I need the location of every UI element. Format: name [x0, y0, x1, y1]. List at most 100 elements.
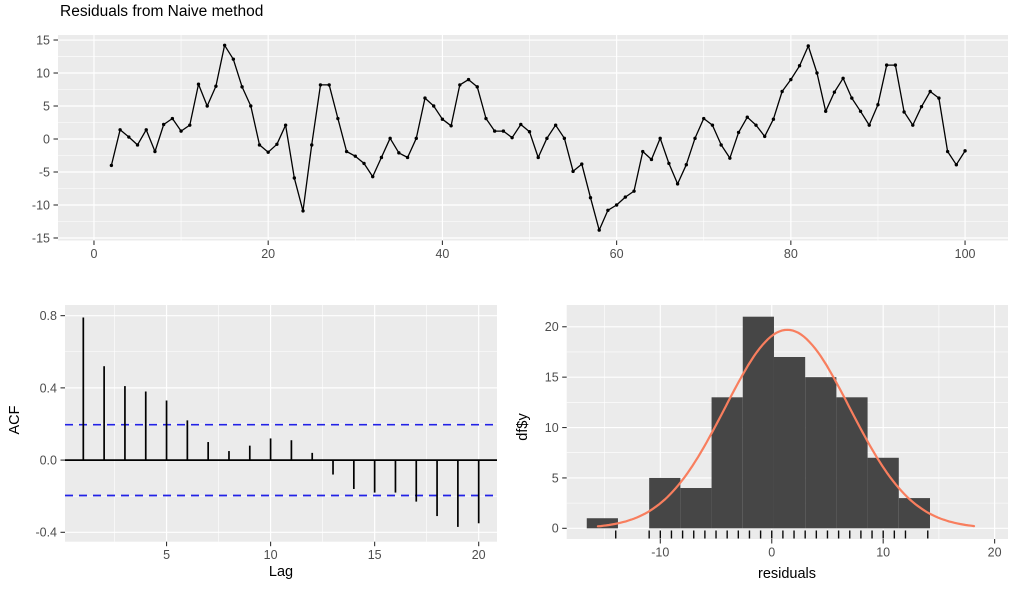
normal-curve — [596, 328, 976, 528]
data-point — [214, 84, 218, 88]
data-point — [231, 57, 236, 61]
data-point — [850, 96, 854, 100]
y-tick-label: 0.8 — [40, 309, 57, 323]
x-tick-label: 20 — [261, 247, 275, 261]
x-tick-label: 40 — [435, 247, 449, 261]
data-point — [614, 203, 619, 207]
data-point — [440, 117, 445, 121]
y-tick-label: -10 — [32, 198, 50, 212]
panel-background — [58, 35, 1008, 241]
x-tick-label: 10 — [264, 548, 278, 562]
data-point — [588, 196, 593, 200]
data-point — [867, 123, 871, 127]
histogram-bar — [867, 457, 899, 529]
data-point — [893, 63, 898, 67]
data-point — [954, 163, 959, 167]
data-point — [501, 129, 506, 133]
data-point — [667, 161, 671, 166]
data-point — [353, 154, 357, 158]
data-point — [161, 122, 166, 127]
data-point — [632, 189, 636, 193]
data-point — [780, 89, 784, 94]
acf-x-axis-title: Lag — [268, 564, 294, 580]
data-point — [388, 136, 392, 141]
data-point — [240, 85, 244, 89]
data-point — [275, 142, 279, 146]
y-tick-label: 5 — [43, 99, 50, 113]
data-point — [318, 83, 323, 87]
data-point — [649, 157, 654, 162]
data-point — [127, 135, 131, 139]
data-point — [144, 128, 148, 132]
data-point — [431, 104, 436, 108]
data-point — [109, 163, 114, 168]
data-point — [257, 143, 262, 147]
x-tick-label: 0 — [768, 546, 775, 560]
data-point — [458, 83, 462, 87]
x-tick-label: 20 — [988, 546, 1002, 560]
data-point — [283, 123, 288, 127]
y-tick-label: 5 — [552, 471, 559, 485]
data-point — [823, 109, 828, 113]
data-point — [301, 209, 305, 213]
data-point — [702, 116, 706, 121]
data-point — [222, 43, 227, 47]
histogram-bar — [649, 477, 681, 529]
residuals-time-series-chart: 0 20 40 60 80 100 15 10 5 0 -5 -10 -15 — [32, 33, 1008, 261]
data-point — [797, 64, 802, 68]
y-tick-label: 0 — [43, 132, 50, 146]
data-point — [344, 149, 349, 154]
data-point — [135, 143, 140, 147]
data-point — [196, 82, 201, 86]
data-point — [153, 149, 157, 154]
data-point — [606, 208, 610, 212]
data-point — [484, 116, 488, 121]
data-point — [719, 143, 723, 147]
data-point — [205, 104, 209, 108]
x-tick-label: 20 — [472, 548, 486, 562]
data-point — [536, 155, 540, 160]
data-point — [449, 124, 453, 128]
data-point — [858, 109, 863, 113]
histogram-y-axis-title: df$y — [515, 413, 531, 441]
data-point — [405, 155, 410, 160]
data-point — [789, 77, 793, 82]
data-point — [510, 135, 514, 140]
y-tick-label: 0.0 — [40, 453, 57, 467]
data-point — [423, 96, 427, 100]
x-tick-label: 80 — [784, 247, 798, 261]
data-point — [179, 129, 183, 133]
y-tick-label: -15 — [32, 231, 50, 245]
data-point — [884, 63, 889, 67]
y-tick-label: 15 — [36, 33, 50, 47]
page-title: Residuals from Naive method — [60, 3, 264, 20]
x-tick-label: -10 — [651, 546, 669, 560]
histogram-bar — [586, 518, 618, 529]
data-point — [963, 149, 967, 153]
data-point — [327, 83, 331, 87]
data-point — [371, 174, 375, 179]
acf-y-axis-title: ACF — [7, 405, 23, 435]
x-tick-label: 100 — [955, 247, 976, 261]
data-point — [562, 136, 567, 141]
data-point — [623, 195, 628, 199]
histogram-bar — [805, 377, 837, 529]
data-point — [414, 136, 418, 141]
x-tick-label: 60 — [610, 247, 624, 261]
data-point — [675, 182, 680, 186]
data-point — [397, 151, 401, 155]
data-point — [492, 129, 497, 133]
histogram-x-axis-title: residuals — [757, 566, 817, 582]
data-point — [937, 96, 941, 100]
data-point — [310, 143, 314, 147]
histogram-bar — [711, 397, 743, 529]
y-tick-label: 15 — [545, 371, 559, 385]
acf-chart: 5 10 15 20 0.8 0.4 0.0 -0.4 — [35, 305, 497, 562]
x-tick-label: 5 — [163, 548, 170, 562]
histogram-bar — [742, 316, 774, 529]
data-point — [658, 136, 662, 141]
data-point — [736, 130, 741, 135]
histogram-bar — [773, 357, 806, 529]
data-point — [876, 102, 880, 107]
data-point — [597, 228, 601, 232]
